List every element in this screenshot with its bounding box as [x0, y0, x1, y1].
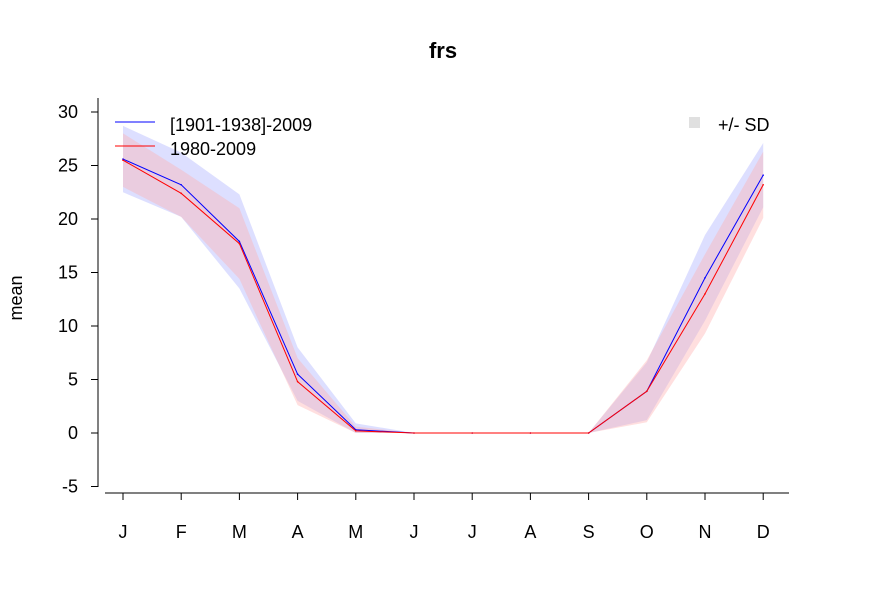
- x-tick-label: A: [524, 522, 536, 542]
- data-point-series-2: [180, 192, 182, 195]
- data-point-series-1: [238, 240, 241, 243]
- chart-title: frs: [429, 38, 457, 63]
- sd-band-series-2: [123, 133, 764, 433]
- legend-swatch-band: [689, 117, 700, 128]
- data-point-series-1: [762, 174, 764, 176]
- y-tick-label: 10: [58, 316, 78, 336]
- sd-bands: [123, 125, 764, 433]
- y-tick-label: 20: [58, 209, 78, 229]
- x-tick-label: D: [757, 522, 770, 542]
- x-tick-label: J: [410, 522, 419, 542]
- y-tick-label: 15: [58, 263, 78, 283]
- x-tick-label: M: [232, 522, 247, 542]
- y-axis-ticks: -5 0 5 10 15 20 25 30: [58, 102, 98, 497]
- sd-band-series-1: [123, 125, 764, 433]
- y-tick-label: 30: [58, 102, 78, 122]
- y-tick-label: -5: [62, 477, 78, 497]
- series-line-2: [122, 159, 764, 434]
- legend-label-band: +/- SD: [718, 115, 770, 135]
- data-point-series-2: [587, 432, 590, 434]
- series-lines: [122, 158, 764, 434]
- data-point-series-2: [413, 432, 415, 434]
- y-tick-label: 25: [58, 156, 78, 176]
- y-axis-label: mean: [6, 275, 26, 320]
- legend-label-series-2: 1980-2009: [170, 139, 256, 159]
- legend: [1901-1938]-2009 1980-2009 +/- SD: [115, 115, 770, 159]
- x-tick-label: M: [348, 522, 363, 542]
- legend-label-series-1: [1901-1938]-2009: [170, 115, 312, 135]
- data-point-series-1: [704, 277, 706, 279]
- data-point-series-2: [296, 380, 299, 383]
- data-point-series-2: [238, 242, 241, 245]
- x-tick-label: J: [468, 522, 477, 542]
- x-tick-label: J: [119, 522, 128, 542]
- data-point-series-2: [646, 390, 648, 393]
- x-tick-label: S: [583, 522, 595, 542]
- data-point-series-2: [762, 183, 764, 186]
- x-tick-label: A: [292, 522, 304, 542]
- y-tick-label: 0: [68, 423, 78, 443]
- data-point-series-1: [180, 183, 182, 186]
- data-point-series-2: [529, 432, 532, 434]
- data-point-series-2: [355, 430, 357, 432]
- x-tick-label: N: [699, 522, 712, 542]
- data-point-series-2: [122, 159, 124, 161]
- x-tick-label: F: [176, 522, 187, 542]
- x-tick-label: O: [640, 522, 654, 542]
- data-point-series-2: [471, 432, 474, 434]
- data-point-series-2: [704, 293, 706, 295]
- y-tick-label: 5: [68, 370, 78, 390]
- data-point-series-1: [296, 373, 299, 375]
